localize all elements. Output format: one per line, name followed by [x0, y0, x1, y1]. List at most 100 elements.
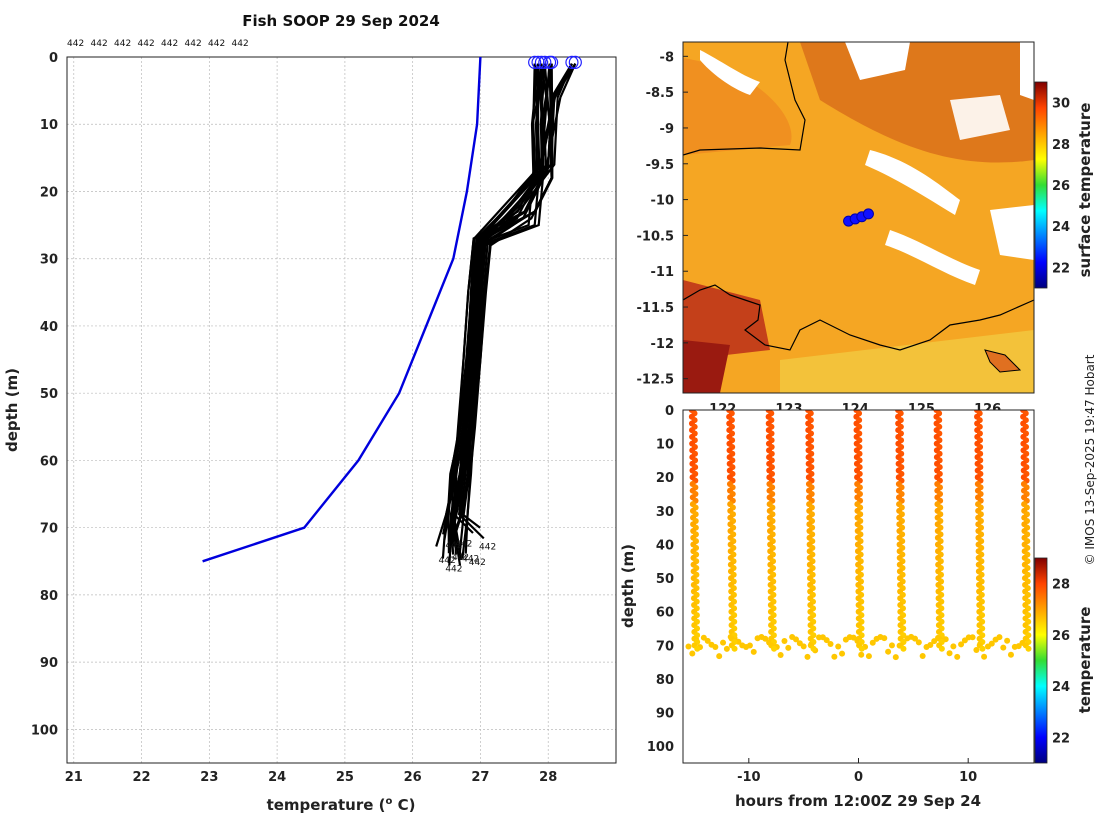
sst-map: -8-8.5-9-9.5-10-10.5-11-11.5-12-12.5 122… [637, 41, 1094, 417]
map-colorbar-tick: 24 [1052, 220, 1070, 235]
scatter-colorbar-tick: 22 [1052, 731, 1070, 746]
trail-point [911, 635, 918, 642]
x-tick-label: 21 [65, 770, 83, 785]
trail-point [958, 641, 965, 648]
trail-point [865, 653, 872, 660]
cast-point [858, 645, 865, 652]
ship-track [843, 208, 874, 227]
trail-point [720, 639, 727, 646]
map-lat-label: -11 [651, 265, 675, 280]
trail-point [716, 653, 723, 660]
trail-point [881, 635, 888, 642]
y-tick-label: 50 [40, 387, 58, 402]
trail-point [804, 653, 811, 660]
profile-annotation: 442 [462, 555, 479, 565]
trail-point [704, 637, 711, 644]
y-tick-labels: 0 10 20 30 40 50 60 70 80 90 100 [31, 51, 58, 738]
trail-point [892, 654, 899, 661]
scatter-x-axis-label: hours from 12:00Z 29 Sep 24 [735, 792, 981, 810]
scatter-y-tick-label: 40 [656, 538, 674, 553]
surface-marker [565, 55, 579, 69]
y-tick-label: 10 [40, 118, 58, 133]
scatter-y-tick-label: 10 [656, 438, 674, 453]
trail-point [777, 651, 784, 658]
cast-point [1025, 645, 1032, 652]
cast-point [810, 645, 817, 652]
profile-annotation: 442 [469, 558, 486, 568]
map-lat-label: -10.5 [637, 229, 674, 244]
map-colorbar [1034, 81, 1048, 289]
scatter-x-tick-label: 10 [959, 770, 977, 785]
map-colorbar-ticks: 22 24 26 28 30 [1052, 97, 1070, 277]
map-colorbar-tick: 22 [1052, 261, 1070, 276]
x-axis-label: temperature (o C) [267, 796, 416, 814]
trail-point [800, 643, 807, 650]
map-colorbar-tick: 28 [1052, 138, 1070, 153]
profile-line [453, 63, 577, 555]
profile-line [461, 63, 573, 529]
trail-point [1004, 637, 1011, 644]
trail-point [973, 647, 980, 654]
y-tick-label: 100 [31, 723, 58, 738]
scatter-colorbar-ticks: 22 24 26 28 [1052, 578, 1070, 747]
trail-point [685, 643, 692, 650]
x-tick-label: 24 [268, 770, 286, 785]
plot-frame [66, 56, 617, 764]
scatter-x-ticks: -10 0 10 [737, 758, 977, 785]
header-labels: 442 442 442 442 442 442 442 442 [67, 39, 249, 49]
chart-title: Fish SOOP 29 Sep 2024 [242, 12, 440, 30]
scatter-y-tick-label: 100 [647, 740, 674, 755]
x-tick-labels: 21 22 23 24 25 26 27 28 [65, 770, 558, 785]
trail-point [827, 641, 834, 648]
cloud-gap [1020, 42, 1034, 100]
profile-line [452, 63, 573, 534]
profile-annotation: 442 [452, 553, 469, 563]
cast-point [938, 645, 945, 652]
trail-point [954, 653, 961, 660]
x-tick-label: 25 [336, 770, 354, 785]
scatter-y-tick-label: 60 [656, 606, 674, 621]
trail-point [831, 653, 838, 660]
coastline-south [683, 284, 1034, 351]
y-tick-label: 0 [49, 51, 58, 66]
trail-point [1000, 644, 1007, 651]
trail-point [919, 652, 926, 659]
northwest-warm-patch [683, 58, 792, 155]
scatter-colorbar [1034, 557, 1048, 764]
trail-point [988, 640, 995, 647]
map-colorbar-label: surface temperature [1076, 103, 1094, 278]
header-label: 442 [67, 39, 84, 49]
map-lat-label: -8 [660, 50, 674, 65]
y-tick-label: 20 [40, 185, 58, 200]
trail-point [888, 642, 895, 649]
surface-marker [534, 55, 549, 69]
surface-marker [538, 55, 552, 69]
profile-line [457, 63, 573, 540]
map-colorbar-tick: 30 [1052, 97, 1070, 112]
cast-point [900, 645, 907, 652]
trail-point [792, 636, 799, 643]
scatter-colorbar-label: temperature [1076, 607, 1094, 714]
cloud-gap [950, 95, 1010, 140]
profile-annotation: 442 [479, 543, 496, 553]
profile-annotation: 442 [455, 539, 472, 549]
surface-marker [568, 55, 582, 69]
scatter-colorbar-tick: 28 [1052, 578, 1070, 593]
y-tick-label: 30 [40, 253, 58, 268]
trail-point [950, 643, 957, 650]
header-label: 442 [232, 39, 249, 49]
profile-annotation: 442 [445, 565, 462, 575]
trail-point [858, 651, 865, 658]
trail-point [946, 650, 953, 657]
cloud-gap [885, 230, 980, 285]
island [984, 349, 1022, 373]
trail-point [746, 642, 753, 649]
x-tick-label: 22 [133, 770, 151, 785]
header-label: 442 [91, 39, 108, 49]
header-label: 442 [138, 39, 155, 49]
y-tick-label: 90 [40, 656, 58, 671]
y-tick-label: 70 [40, 522, 58, 537]
trail-point [750, 648, 757, 655]
